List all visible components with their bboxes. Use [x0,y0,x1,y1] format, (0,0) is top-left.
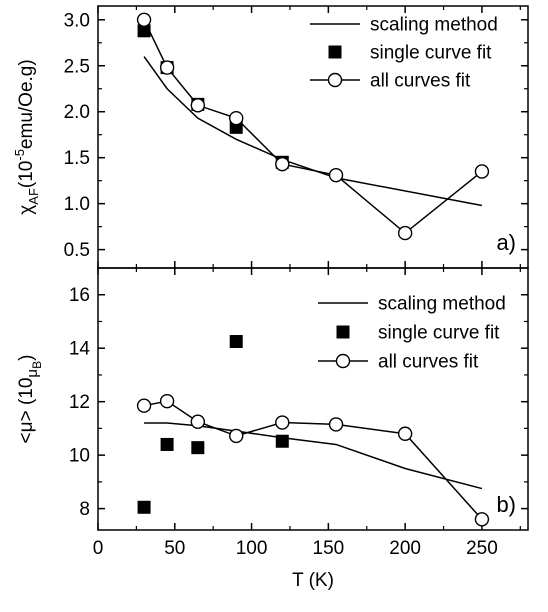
data-point-circle [159,60,175,75]
data-point-circle [136,12,152,27]
legend-label: single curve fit [378,323,500,344]
data-point-circle [159,393,175,409]
plot-frame-b [97,267,529,531]
y-tick-label: 2.5 [64,56,90,77]
x-axis-label: T (K) [292,570,334,591]
legend-label: single curve fit [370,43,492,64]
y-axis-label: χAF(10-5emu/Oe.g) [12,59,41,214]
panel-label: b) [496,492,516,517]
x-tick-label: 150 [313,538,345,559]
y-label-symbol: χ [16,205,37,215]
y-axis-label: <μ> (10μB) [16,355,44,444]
y-tick-label: 10 [69,446,90,467]
data-point-square [191,441,205,455]
y-tick-label: 3.0 [64,10,90,31]
data-point-circle [190,414,206,429]
x-tick-label: 50 [164,538,185,559]
legend-label: scaling method [370,15,498,36]
data-point-circle [474,512,490,527]
legend-label: all curves fit [378,352,479,373]
data-point-square [160,437,174,451]
legend-marker-circle [327,72,343,88]
legend-label: all curves fit [370,71,471,92]
data-point-circle [328,417,344,432]
data-point-circle [229,428,244,444]
y-tick-label: 2.0 [64,102,90,123]
y-label-sup: -5 [12,149,27,161]
data-point-circle [190,98,206,113]
data-point-circle [397,225,413,241]
y-tick-label: 1.5 [64,148,90,169]
data-point-circle [275,415,290,430]
y-tick-label: 1.0 [64,194,90,215]
data-point-square [275,434,289,448]
data-point-circle [328,167,344,183]
data-point-square [229,335,243,349]
y-label-close: ) [16,355,37,361]
data-point-circle [474,164,490,179]
y-label-text: (10 [16,161,37,188]
data-point-square [137,500,151,514]
x-tick-label: 0 [93,538,104,559]
x-tick-label: 100 [236,538,268,559]
panel-label: a) [496,230,516,255]
y-label-unit: emu/Oe.g) [16,59,37,149]
legend-marker-square [328,45,342,59]
data-point-circle [275,156,290,172]
y-tick-label: 0.5 [64,240,90,261]
x-tick-label: 250 [466,538,498,559]
data-point-circle [136,398,152,413]
y-label-sub: B [30,361,44,369]
series-line-2 [143,19,483,235]
x-tick-label: 200 [389,538,421,559]
y-label-sub: AF [26,188,41,205]
legend-marker-circle [335,353,351,369]
y-label-mu: μ [24,369,41,378]
y-tick-label: 8 [79,499,90,520]
y-tick-label: 14 [69,339,91,360]
data-point-circle [397,426,413,441]
y-tick-label: 16 [69,285,90,306]
y-label-text: <μ> (10 [16,378,37,444]
data-point-circle [229,110,244,126]
series-line-0 [144,422,483,490]
legend-label: scaling method [378,294,506,315]
y-tick-label: 12 [69,392,90,413]
legend-marker-square [336,325,350,339]
